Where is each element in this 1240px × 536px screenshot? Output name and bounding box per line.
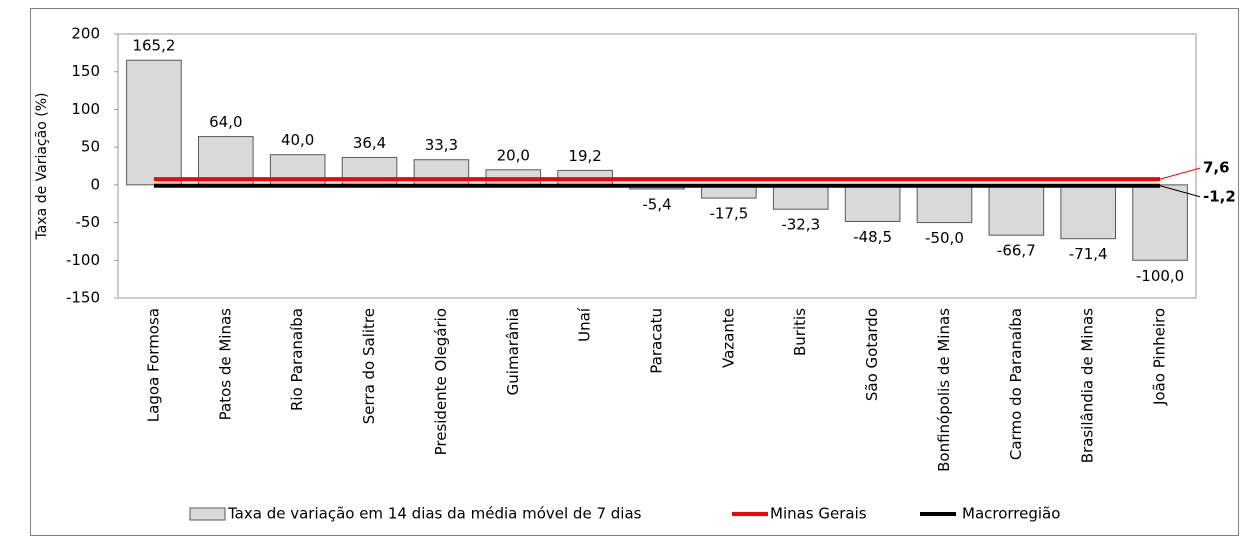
x-tick-label: Buritis [791, 308, 809, 356]
y-tick-label: 100 [71, 100, 100, 118]
y-tick-label: -150 [66, 289, 100, 307]
x-tick-label: Lagoa Formosa [144, 308, 162, 422]
value-label: -66,7 [997, 242, 1036, 260]
value-label: -32,3 [781, 216, 820, 234]
x-tick-label: São Gotardo [863, 308, 881, 401]
chart-border [30, 8, 1239, 536]
legend-label: Minas Gerais [770, 505, 867, 523]
bar [844, 184, 901, 222]
x-tick-label: Paracatu [648, 308, 666, 374]
value-label: -50,0 [925, 229, 964, 247]
y-tick-label: 0 [90, 175, 100, 193]
leader-line [1159, 167, 1201, 180]
legend-swatch [189, 507, 226, 521]
value-label: 64,0 [209, 113, 242, 131]
value-label: -100,0 [1136, 267, 1184, 285]
bar [1132, 184, 1188, 261]
y-tick-label: 200 [71, 25, 100, 43]
x-tick-label: Brasilândia de Minas [1079, 308, 1097, 463]
leader-line [1159, 185, 1201, 198]
value-label: -48,5 [853, 228, 892, 246]
value-label: -17,5 [709, 205, 748, 223]
x-tick-label: Guimarânia [504, 308, 522, 395]
bar [988, 184, 1045, 236]
reference-label: 7,6 [1203, 159, 1230, 177]
bar [197, 136, 254, 186]
value-label: 40,0 [281, 131, 314, 149]
y-tick-label: -50 [76, 213, 101, 231]
x-tick-label: João Pinheiro [1151, 308, 1169, 406]
x-tick-label: Presidente Olegário [432, 308, 450, 455]
bar [126, 59, 182, 186]
value-label: 20,0 [497, 146, 530, 164]
value-label: -5,4 [642, 195, 671, 213]
x-tick-label: Serra do Salitre [360, 308, 378, 424]
legend-label: Taxa de variação em 14 dias da média móv… [227, 505, 642, 523]
x-tick-label: Vazante [719, 308, 737, 368]
value-label: 165,2 [132, 37, 175, 55]
value-label: -71,4 [1069, 245, 1108, 263]
y-tick-label: 50 [81, 138, 100, 156]
y-tick-label: 150 [71, 62, 100, 80]
x-tick-label: Bonfinópolis de Minas [935, 308, 953, 472]
x-tick-label: Rio Paranaíba [288, 308, 306, 411]
reference-label: -1,2 [1203, 187, 1236, 205]
value-label: 33,3 [425, 136, 458, 154]
bar [1060, 184, 1117, 240]
x-tick-label: Unaí [576, 307, 594, 342]
x-tick-label: Carmo do Paranaíba [1007, 308, 1025, 460]
x-tick-label: Patos de Minas [216, 308, 234, 421]
y-tick-label: -100 [66, 251, 100, 269]
bar [772, 184, 829, 210]
value-label: 36,4 [353, 134, 386, 152]
value-label: 19,2 [568, 147, 601, 165]
y-axis-title: Taxa de Variação (%) [34, 93, 50, 241]
bar [916, 184, 973, 224]
legend-label: Macrorregião [962, 505, 1060, 523]
